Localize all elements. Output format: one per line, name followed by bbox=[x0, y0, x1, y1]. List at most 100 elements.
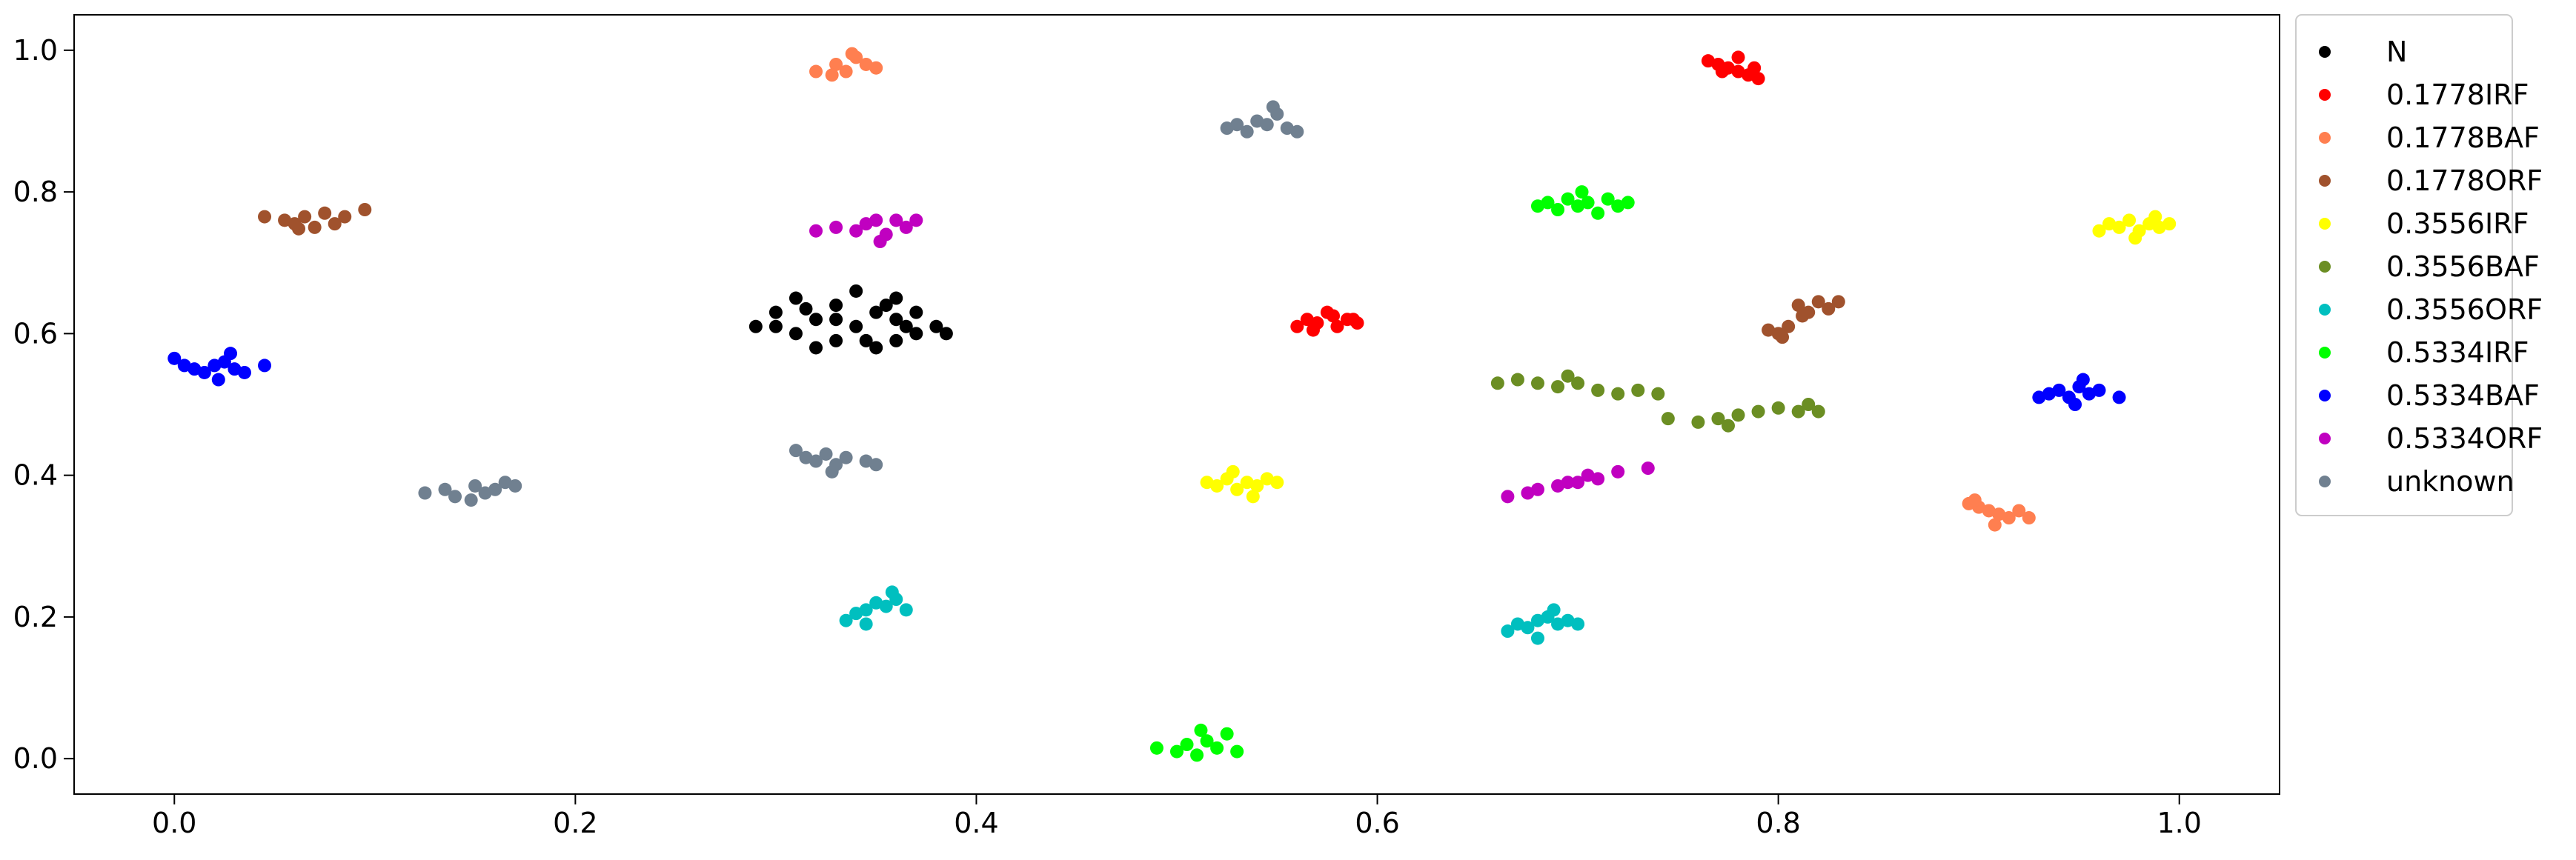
data-point bbox=[2002, 511, 2016, 525]
data-point bbox=[2162, 217, 2177, 231]
data-point bbox=[1731, 408, 1745, 422]
legend-box bbox=[2295, 14, 2513, 516]
data-point bbox=[208, 359, 222, 373]
data-point bbox=[909, 327, 923, 341]
data-point bbox=[224, 347, 238, 361]
data-point bbox=[849, 319, 863, 333]
data-point bbox=[478, 486, 492, 500]
data-point bbox=[508, 479, 522, 493]
data-point bbox=[1747, 61, 1762, 75]
data-point bbox=[1601, 192, 1615, 206]
plot-area bbox=[73, 14, 2280, 795]
data-point bbox=[438, 482, 452, 496]
data-point bbox=[1327, 309, 1341, 323]
data-point bbox=[869, 341, 883, 355]
data-point bbox=[448, 490, 462, 504]
data-point bbox=[292, 221, 306, 236]
series-0 bbox=[748, 284, 953, 355]
data-point bbox=[885, 585, 899, 599]
data-point bbox=[1561, 369, 1575, 383]
data-point bbox=[899, 603, 913, 617]
series-4 bbox=[1200, 210, 2177, 504]
data-point bbox=[1641, 461, 1655, 476]
data-point bbox=[1611, 199, 1625, 213]
data-point bbox=[1988, 518, 2002, 532]
data-point bbox=[1561, 192, 1575, 206]
data-point bbox=[2128, 231, 2142, 245]
legend: N 0.1778IRF 0.1778BAF 0.1778ORF 0.3556IRF 0.3… bbox=[2295, 14, 2543, 516]
data-point bbox=[2152, 220, 2166, 234]
data-point bbox=[1170, 744, 1184, 759]
data-point bbox=[859, 603, 873, 617]
y-tick-label: 0.2 bbox=[13, 601, 58, 633]
data-point bbox=[839, 613, 853, 627]
data-point bbox=[769, 305, 783, 319]
data-point bbox=[2012, 504, 2026, 518]
data-point bbox=[1230, 482, 1244, 496]
data-point bbox=[1762, 323, 1776, 337]
data-point bbox=[1290, 319, 1304, 333]
legend-label: 0.3556IRF bbox=[2386, 207, 2529, 240]
data-point bbox=[1330, 319, 1344, 333]
data-point bbox=[1822, 301, 1836, 316]
data-point bbox=[1551, 617, 1565, 631]
data-point bbox=[1751, 72, 1765, 86]
data-point bbox=[1791, 404, 1805, 419]
data-point bbox=[2112, 390, 2126, 404]
data-point bbox=[1982, 504, 1996, 518]
data-point bbox=[1611, 387, 1625, 401]
legend-label: 0.1778ORF bbox=[2386, 164, 2543, 197]
data-point bbox=[849, 607, 863, 621]
data-point bbox=[1992, 507, 2006, 521]
data-point bbox=[1561, 613, 1575, 627]
data-point bbox=[1240, 476, 1254, 490]
series-6 bbox=[839, 585, 1585, 645]
series-8 bbox=[167, 347, 2126, 411]
y-tick-label: 0.0 bbox=[13, 742, 58, 775]
data-point bbox=[1831, 295, 1845, 309]
data-point bbox=[825, 68, 839, 82]
data-point bbox=[1210, 741, 1224, 755]
legend-marker bbox=[2319, 347, 2331, 359]
data-point bbox=[859, 617, 873, 631]
data-point bbox=[498, 476, 512, 490]
data-point bbox=[1260, 472, 1274, 486]
data-point bbox=[1581, 468, 1595, 482]
legend-marker bbox=[2319, 46, 2331, 58]
data-point bbox=[889, 213, 903, 227]
data-point bbox=[829, 313, 843, 327]
y-tick-label: 1.0 bbox=[13, 34, 58, 67]
data-point bbox=[1771, 401, 1785, 415]
data-point bbox=[1631, 383, 1645, 397]
data-point bbox=[869, 596, 883, 610]
data-point bbox=[1722, 419, 1735, 433]
data-point bbox=[2102, 217, 2117, 231]
data-point bbox=[1280, 121, 1294, 136]
data-point bbox=[1530, 376, 1544, 390]
data-point bbox=[1230, 744, 1244, 759]
data-point bbox=[819, 447, 833, 461]
data-point bbox=[1230, 118, 1244, 132]
data-point bbox=[1250, 114, 1264, 128]
legend-label: N bbox=[2386, 36, 2407, 68]
series-1 bbox=[1290, 50, 1765, 337]
data-point bbox=[799, 450, 813, 464]
data-point bbox=[1521, 486, 1535, 500]
data-point bbox=[211, 373, 225, 387]
data-point bbox=[2022, 511, 2036, 525]
data-point bbox=[468, 479, 482, 493]
data-point bbox=[1791, 299, 1805, 313]
data-point bbox=[809, 341, 823, 355]
x-tick-label: 0.4 bbox=[954, 807, 998, 839]
y-tick-label: 0.8 bbox=[13, 176, 58, 208]
y-tick-label: 0.4 bbox=[13, 459, 58, 492]
data-point bbox=[1220, 121, 1234, 136]
data-point bbox=[318, 206, 332, 220]
data-point bbox=[1571, 376, 1585, 390]
data-point bbox=[177, 359, 191, 373]
data-point bbox=[1490, 376, 1504, 390]
series-7 bbox=[1149, 185, 1635, 762]
data-point bbox=[338, 210, 352, 224]
x-tick-label: 1.0 bbox=[2157, 807, 2202, 839]
